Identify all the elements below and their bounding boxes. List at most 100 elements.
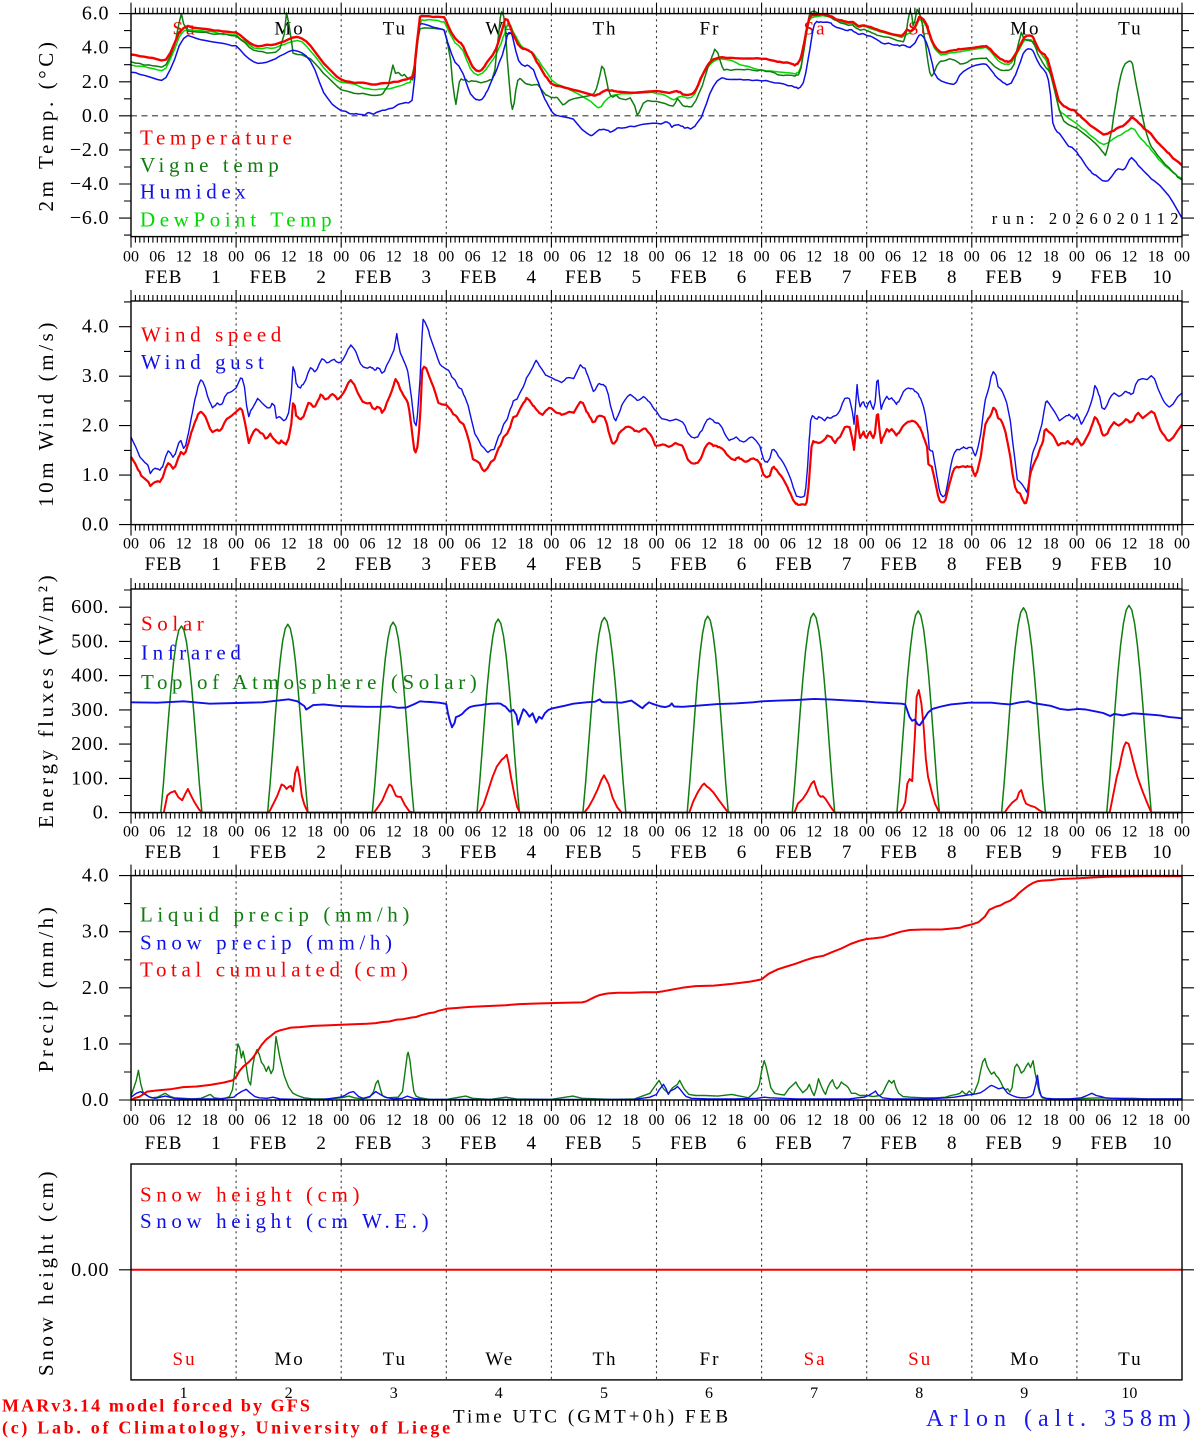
svg-text:FEB: FEB [880,842,918,863]
svg-text:FEB: FEB [355,842,393,863]
svg-text:00: 00 [123,249,139,266]
svg-text:12: 12 [281,824,297,841]
svg-text:18: 18 [307,1112,323,1129]
svg-text:1: 1 [211,842,221,863]
svg-text:00: 00 [1174,249,1190,266]
svg-text:Vigne temp: Vigne temp [140,153,283,177]
svg-text:200.: 200. [71,733,109,755]
svg-text:00: 00 [333,824,349,841]
svg-text:18: 18 [727,536,743,553]
svg-text:06: 06 [570,536,586,553]
svg-text:12: 12 [491,824,507,841]
svg-text:12: 12 [176,249,192,266]
svg-text:06: 06 [254,824,270,841]
svg-text:12: 12 [701,824,717,841]
svg-text:1.0: 1.0 [82,1033,109,1055]
svg-text:06: 06 [675,536,691,553]
svg-text:12: 12 [1121,1112,1137,1129]
svg-text:10m Wind (m/s): 10m Wind (m/s) [34,319,58,507]
svg-text:12: 12 [1121,536,1137,553]
svg-text:−6.0: −6.0 [70,207,109,229]
svg-text:12: 12 [1016,536,1032,553]
svg-text:06: 06 [885,249,901,266]
svg-text:9: 9 [1052,1133,1062,1154]
svg-text:5: 5 [632,1133,642,1154]
svg-text:2: 2 [316,1133,326,1154]
svg-text:9: 9 [1020,1385,1028,1402]
svg-text:FEB: FEB [670,554,708,575]
svg-text:00: 00 [754,536,770,553]
svg-text:Wind speed: Wind speed [141,322,286,346]
svg-text:00: 00 [1069,1112,1085,1129]
svg-text:00: 00 [859,249,875,266]
svg-text:12: 12 [281,249,297,266]
svg-text:4: 4 [527,1133,537,1154]
svg-text:FEB: FEB [880,267,918,288]
svg-text:18: 18 [832,536,848,553]
svg-text:12: 12 [386,1112,402,1129]
svg-text:06: 06 [990,249,1006,266]
svg-text:00: 00 [438,824,454,841]
svg-text:06: 06 [675,824,691,841]
svg-text:We: We [485,1349,514,1370]
svg-text:10: 10 [1121,1385,1137,1402]
svg-text:10: 10 [1152,842,1171,863]
svg-text:1: 1 [211,554,221,575]
svg-text:12: 12 [596,536,612,553]
svg-text:Mo: Mo [1010,1349,1040,1370]
svg-text:06: 06 [1095,824,1111,841]
svg-text:06: 06 [149,536,165,553]
svg-text:0.0: 0.0 [82,1089,109,1111]
svg-text:5: 5 [600,1385,608,1402]
svg-text:4.0: 4.0 [82,316,109,338]
svg-text:12: 12 [1016,824,1032,841]
svg-text:12: 12 [281,1112,297,1129]
svg-text:7: 7 [842,1133,852,1154]
svg-text:−2.0: −2.0 [70,139,109,161]
svg-text:18: 18 [622,249,638,266]
svg-text:12: 12 [1016,249,1032,266]
svg-text:1: 1 [211,267,221,288]
svg-text:FEB: FEB [1090,842,1128,863]
svg-text:00: 00 [964,536,980,553]
svg-text:12: 12 [1016,1112,1032,1129]
svg-text:06: 06 [360,536,376,553]
svg-text:0.0: 0.0 [82,105,109,127]
svg-text:00: 00 [964,824,980,841]
svg-text:12: 12 [596,249,612,266]
svg-text:Tu: Tu [383,1349,407,1370]
svg-text:600.: 600. [71,596,109,618]
svg-text:06: 06 [780,536,796,553]
svg-text:6: 6 [705,1385,713,1402]
svg-text:FEB: FEB [985,1133,1023,1154]
svg-text:1: 1 [211,1133,221,1154]
svg-text:Su: Su [908,1349,932,1370]
svg-text:10: 10 [1152,1133,1171,1154]
svg-text:12: 12 [386,249,402,266]
svg-text:6: 6 [737,267,747,288]
svg-text:Mo: Mo [274,19,304,40]
svg-text:06: 06 [780,824,796,841]
svg-text:3.0: 3.0 [82,921,109,943]
svg-text:4.0: 4.0 [82,37,109,59]
svg-text:FEB: FEB [355,1133,393,1154]
svg-text:Tu: Tu [383,19,407,40]
svg-text:Mo: Mo [1010,19,1040,40]
svg-text:3.0: 3.0 [82,365,109,387]
svg-text:12: 12 [911,1112,927,1129]
svg-text:FEB: FEB [880,554,918,575]
svg-text:18: 18 [938,1112,954,1129]
svg-text:00: 00 [859,536,875,553]
svg-text:FEB: FEB [985,267,1023,288]
svg-text:00: 00 [649,824,665,841]
svg-text:FEB: FEB [355,554,393,575]
svg-text:12: 12 [806,1112,822,1129]
svg-text:06: 06 [360,249,376,266]
svg-text:4.0: 4.0 [82,865,109,887]
svg-text:4: 4 [495,1385,503,1402]
svg-text:Snow height (cm W.E.): Snow height (cm W.E.) [140,1209,433,1233]
svg-text:2: 2 [285,1385,293,1402]
svg-text:FEB: FEB [250,842,288,863]
svg-text:18: 18 [727,249,743,266]
svg-text:FEB: FEB [145,267,183,288]
